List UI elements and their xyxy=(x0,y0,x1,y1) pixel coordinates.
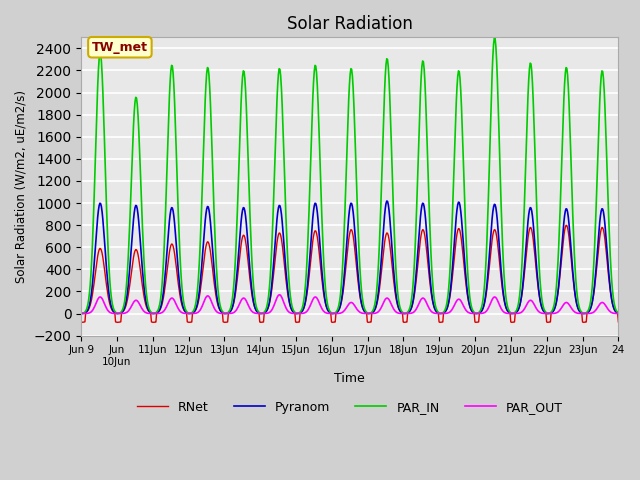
PAR_IN xyxy=(423,140,431,145)
RNet xyxy=(391,289,399,295)
PAR_IN xyxy=(391,248,399,253)
Line: RNet: RNet xyxy=(45,225,618,323)
Line: PAR_OUT: PAR_OUT xyxy=(45,295,618,313)
RNet xyxy=(214,302,222,308)
Legend: RNet, Pyranom, PAR_IN, PAR_OUT: RNet, Pyranom, PAR_IN, PAR_OUT xyxy=(132,396,568,419)
RNet xyxy=(243,243,250,249)
PAR_OUT xyxy=(328,311,336,316)
Y-axis label: Solar Radiation (W/m2, uE/m2/s): Solar Radiation (W/m2, uE/m2/s) xyxy=(15,90,28,283)
PAR_OUT xyxy=(393,310,401,315)
RNet xyxy=(42,320,49,325)
PAR_OUT xyxy=(42,311,49,316)
PAR_IN xyxy=(109,302,116,308)
PAR_OUT xyxy=(425,304,433,310)
Line: Pyranom: Pyranom xyxy=(45,201,618,313)
RNet xyxy=(109,308,116,314)
RNet xyxy=(264,305,272,311)
Line: PAR_IN: PAR_IN xyxy=(45,38,618,313)
RNet xyxy=(562,222,570,228)
PAR_OUT xyxy=(243,298,250,304)
PAR_OUT xyxy=(264,310,272,316)
Pyranom xyxy=(264,305,272,311)
Pyranom xyxy=(392,289,399,295)
Text: TW_met: TW_met xyxy=(92,41,148,54)
PAR_OUT xyxy=(214,310,222,315)
RNet xyxy=(423,252,431,258)
PAR_OUT xyxy=(275,292,283,298)
Pyranom xyxy=(243,220,250,226)
Pyranom xyxy=(214,300,222,306)
PAR_IN xyxy=(42,311,49,316)
PAR_IN xyxy=(490,35,498,41)
Pyranom xyxy=(109,307,116,313)
Pyranom xyxy=(614,311,622,316)
Title: Solar Radiation: Solar Radiation xyxy=(287,15,413,33)
Pyranom xyxy=(42,311,49,316)
RNet xyxy=(614,319,622,325)
Pyranom xyxy=(424,247,432,252)
PAR_IN xyxy=(243,104,250,110)
PAR_IN xyxy=(614,310,622,316)
PAR_IN xyxy=(264,298,272,303)
PAR_OUT xyxy=(614,311,622,316)
X-axis label: Time: Time xyxy=(334,372,365,385)
PAR_IN xyxy=(214,286,222,292)
Pyranom xyxy=(383,198,390,204)
PAR_OUT xyxy=(109,311,116,316)
